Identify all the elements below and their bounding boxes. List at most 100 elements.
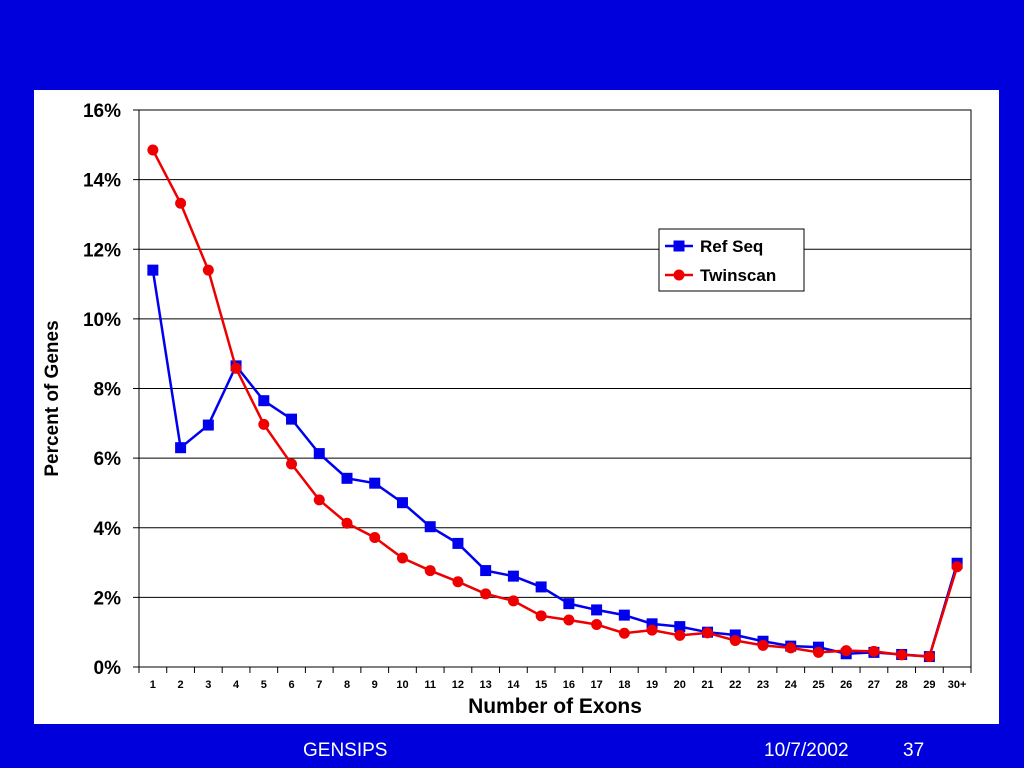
twinscan-point [840,645,852,657]
ref-seq-point [535,581,547,593]
ref-seq-point [424,521,436,533]
x-tick-label: 22 [729,679,741,691]
twinscan-point [646,624,658,636]
x-tick-label: 1 [150,679,156,691]
twinscan-point [923,651,935,663]
twinscan-point [424,565,436,577]
twinscan-point [729,635,741,647]
exon-distribution-chart: 0%2%4%6%8%10%12%14%16% 1 2 3 4 5 6 7 8 9 10 11 12 13… [42,101,972,718]
twinscan-point [175,197,187,209]
x-tick-label: 12 [452,679,464,691]
twinscan-point [230,362,242,374]
twinscan-point [702,627,714,639]
twinscan-point [674,629,686,641]
ref-seq-point [369,477,381,489]
twinscan-point [480,588,492,600]
ref-seq-point [341,472,353,484]
ref-seq-point [674,621,686,633]
twinscan-point [258,418,270,430]
x-tick-label: 24 [785,679,798,691]
y-tick-label: 12% [83,240,121,261]
ref-seq-point [563,598,575,610]
legend-label-twinscan: Twinscan [700,266,776,285]
ref-seq-point [258,395,270,407]
x-tick-label: 15 [535,679,547,691]
x-tick-label: 17 [590,679,602,691]
twinscan-point [812,646,824,658]
x-tick-label: 7 [316,679,322,691]
y-axis-title: Percent of Genes [42,320,63,476]
x-tick-label: 3 [205,679,211,691]
x-tick-label: 26 [840,679,852,691]
x-tick-label: 23 [757,679,769,691]
twinscan-point [535,610,547,622]
x-tick-label: 21 [701,679,713,691]
series-layer [147,144,963,663]
twinscan-line [151,149,959,658]
y-tick-label: 10% [83,310,121,331]
ref-seq-point [396,497,408,509]
x-tick-label: 8 [344,679,350,691]
ref-seq-point [618,609,630,621]
ref-seq-point [480,565,492,577]
twinscan-point [286,458,298,470]
y-tick-label: 0% [94,658,122,679]
legend-box [658,228,805,292]
twinscan-point [202,264,214,276]
twinscan-point [563,614,575,626]
twinscan-point [396,552,408,564]
y-axis: 0% 2% 4% 6% 8% 10% 12% 14% 16% [83,101,139,679]
x-tick-label: 18 [618,679,630,691]
twinscan-point [785,642,797,654]
x-tick-label: 13 [480,679,492,691]
twinscan-point [147,144,159,156]
y-tick-label: 2% [94,588,122,609]
x-tick-label: 14 [507,679,520,691]
ref-seq-point [646,618,658,630]
y-tick-label: 16% [83,101,121,122]
twinscan-point [452,576,464,588]
twinscan-point [896,649,908,661]
ref-seq-point [452,537,464,549]
legend: Ref Seq Twinscan [658,228,805,292]
legend-label-ref-seq: Ref Seq [700,237,763,256]
gridlines [139,109,971,668]
twinscan-point [507,595,519,607]
ref-seq-point [313,448,325,460]
y-tick-label: 6% [94,449,122,470]
twinscan-point [618,627,630,639]
x-tick-label: 29 [923,679,935,691]
legend-marker-twinscan [673,269,685,281]
ref-seq-point [507,570,519,582]
series-twinscan [147,144,963,663]
twinscan-point [341,517,353,529]
ref-seq-point [729,629,741,641]
twinscan-point [591,619,603,631]
y-tick-label: 4% [94,519,122,540]
x-tick-label: 28 [896,679,908,691]
twinscan-point [868,645,880,657]
twinscan-point [951,561,963,573]
twinscan-point [369,531,381,543]
y-tick-label: 8% [94,380,122,401]
chart-panel: 0% 2% 4% 6% 8% 10% 12% 14% 16% 1 2 3 4 5 6 7 8 9 10 11 12 13… [34,90,999,724]
x-tick-label: 27 [868,679,880,691]
footer-page-number: 37 [903,740,925,761]
x-axis-title: Number of Exons [468,695,642,718]
ref-seq-point [202,419,214,431]
x-tick-label: 16 [563,679,575,691]
twinscan-point [757,639,769,651]
footer-title: GENSIPS [303,740,388,761]
footer-date: 10/7/2002 [764,740,849,761]
x-axis: 1 2 3 4 5 6 7 8 9 10 11 12 13 14 15 16 17 18 19 20 21 22 23 24 2… [138,667,972,691]
ref-seq-point [147,264,159,276]
x-tick-label: 19 [646,679,658,691]
x-tick-label: 5 [261,679,267,691]
x-tick-label: 20 [674,679,686,691]
x-tick-label: 6 [288,679,294,691]
x-tick-label: 2 [178,679,184,691]
x-tick-label: 4 [233,679,240,691]
x-tick-label: 11 [424,679,436,691]
legend-marker-ref-seq [673,240,685,252]
series-ref-seq [147,264,963,663]
